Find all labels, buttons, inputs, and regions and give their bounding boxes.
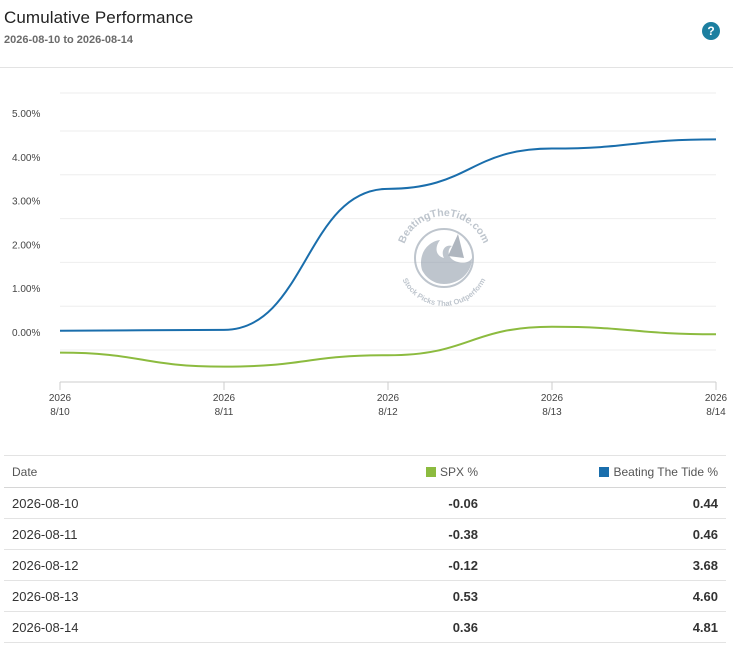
y-tick-label: 1.00% (12, 284, 40, 295)
performance-line-chart: 0.00%1.00%2.00%3.00%4.00%5.00% 20268/102… (12, 92, 728, 418)
y-axis-ticks: 0.00% 1.00% 2.00% 3.00% 4.00% 5.00% (12, 109, 40, 339)
row-btt-value: 0.44 (478, 487, 726, 519)
y-tick-label: 5.00% (12, 109, 40, 120)
row-spx-value: 0.36 (304, 611, 478, 643)
spx-legend-swatch (425, 466, 436, 477)
chart-series (59, 138, 717, 368)
row-date: 2026-08-10 (4, 487, 304, 519)
chart-grid (60, 92, 716, 351)
watermark-name-text: BeatingTheTide.com (396, 207, 492, 245)
x-tick-label-day: 8/11 (215, 407, 234, 418)
row-spx-value: -0.38 (304, 518, 478, 550)
row-date: 2026-08-11 (4, 518, 304, 550)
row-btt-value: 0.46 (478, 518, 726, 550)
row-btt-value: 3.68 (478, 549, 726, 581)
table-header-row: Date SPX % Beating The Tide % (4, 455, 726, 488)
table-row: 2026-08-14 0.36 4.81 (4, 611, 726, 643)
x-tick-label-year: 2026 (377, 393, 400, 404)
row-spx-value: -0.12 (304, 549, 478, 581)
chart-header: Cumulative Performance 2026-08-10 to 202… (0, 0, 733, 68)
row-btt-value: 4.60 (478, 580, 726, 612)
x-tick-label-year: 2026 (541, 393, 564, 404)
help-icon[interactable]: ? (702, 22, 720, 40)
y-tick-label: 2.00% (12, 240, 40, 251)
page-title: Cumulative Performance (4, 8, 194, 27)
y-tick-label: 0.00% (12, 328, 40, 339)
x-tick-label-day: 8/10 (50, 407, 70, 418)
spx-series-line (59, 325, 717, 368)
btt-series-line (59, 138, 717, 332)
x-tick-label-day: 8/14 (706, 407, 726, 418)
x-tick-label-day: 8/13 (542, 407, 562, 418)
row-date: 2026-08-13 (4, 580, 304, 612)
row-btt-value: 4.81 (478, 611, 726, 643)
date-column-header: Date (4, 455, 304, 488)
row-date: 2026-08-14 (4, 611, 304, 643)
spx-legend-label: SPX % (439, 464, 478, 479)
table-row: 2026-08-12 -0.12 3.68 (4, 549, 726, 581)
x-tick-label-year: 2026 (705, 393, 728, 404)
x-axis: 2026 8/10 2026 8/11 2026 8/12 2026 8/13 2026 8/14 (49, 381, 728, 418)
spx-column-header: SPX % (304, 455, 478, 488)
table-row: 2026-08-10 -0.06 0.44 (4, 487, 726, 519)
row-spx-value: -0.06 (304, 487, 478, 519)
btt-legend-swatch (599, 466, 610, 477)
btt-legend-label: Beating The Tide % (613, 464, 718, 479)
y-tick-label: 3.00% (12, 197, 40, 208)
x-tick-label-day: 8/12 (378, 407, 398, 418)
x-tick-label-year: 2026 (49, 393, 72, 404)
row-spx-value: 0.53 (304, 580, 478, 612)
table-row: 2026-08-11 -0.38 0.46 (4, 518, 726, 550)
btt-column-header: Beating The Tide % (478, 455, 726, 488)
y-tick-label: 4.00% (12, 153, 40, 164)
performance-table: Date SPX % Beating The Tide % 2026-08-10… (4, 455, 726, 643)
table-row: 2026-08-13 0.53 4.60 (4, 580, 726, 612)
date-range-subtitle: 2026-08-10 to 2026-08-14 (4, 34, 134, 46)
beatingthetide-logo-watermark: BeatingTheTide.com Stock Picks That Outp… (396, 207, 492, 308)
x-tick-label-year: 2026 (213, 393, 236, 404)
row-date: 2026-08-12 (4, 549, 304, 581)
